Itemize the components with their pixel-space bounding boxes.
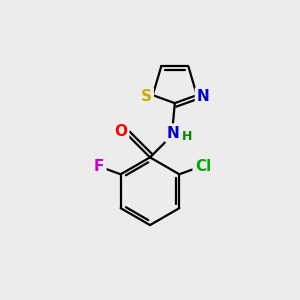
Text: Cl: Cl xyxy=(195,159,211,174)
Text: H: H xyxy=(182,130,192,143)
Text: N: N xyxy=(167,126,180,141)
Text: N: N xyxy=(197,89,210,104)
Text: F: F xyxy=(94,159,104,174)
Text: O: O xyxy=(114,124,127,139)
Text: S: S xyxy=(141,89,152,104)
